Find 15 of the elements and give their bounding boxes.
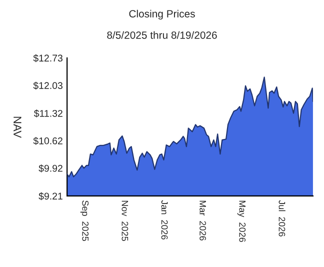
x-tick-label: Jul 2026 (278, 200, 286, 236)
chart-title: Closing Prices (129, 10, 195, 20)
y-tick-label: $10.62 (33, 137, 62, 145)
x-tick-label: Sep 2025 (80, 200, 89, 241)
chart-subtitle: 8/5/2025 thru 8/19/2026 (107, 31, 217, 39)
y-axis-title: NAV (14, 116, 22, 138)
y-tick-label: $11.32 (34, 110, 62, 118)
x-tick-label: Mar 2026 (200, 200, 206, 240)
x-tick-label: Nov 2025 (122, 200, 128, 241)
x-tick-label: May 2026 (237, 200, 246, 242)
y-tick-label: $9.21 (38, 192, 62, 200)
x-tick-label: Jan 2026 (161, 200, 168, 240)
y-tick-label: $9.92 (38, 164, 62, 172)
y-tick-label: $12.73 (33, 54, 62, 62)
y-tick-label: $12.03 (33, 82, 62, 90)
